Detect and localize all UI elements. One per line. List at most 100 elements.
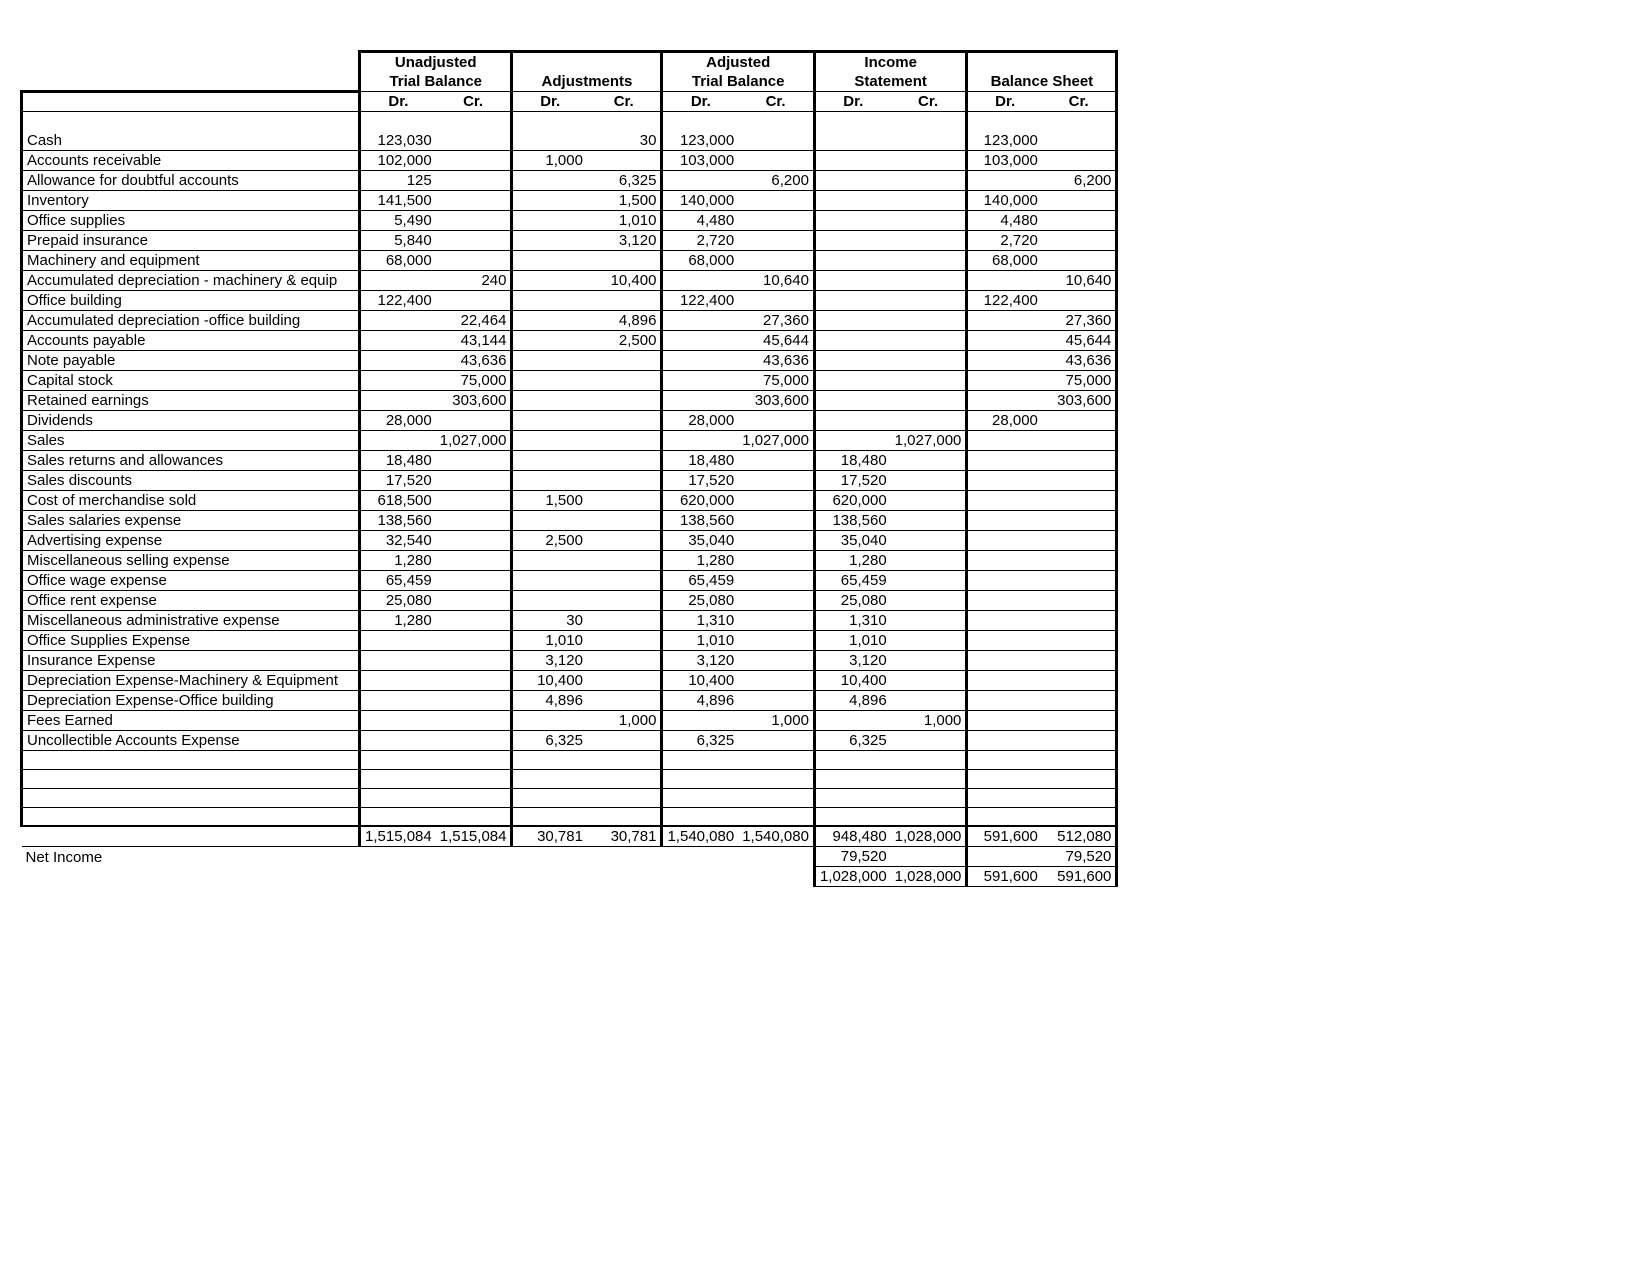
cell (360, 690, 436, 710)
cell: 4,896 (587, 310, 662, 330)
cell (1042, 630, 1117, 650)
cell: 18,480 (360, 450, 436, 470)
cell (738, 290, 814, 310)
cell (360, 350, 436, 370)
cell: 1,000 (587, 710, 662, 730)
cell (512, 769, 587, 788)
cell (1042, 610, 1117, 630)
cell: 2,720 (662, 230, 738, 250)
account-label: Fees Earned (22, 710, 360, 730)
cell: 123,000 (967, 131, 1042, 151)
net-income-row: Net Income 79,520 79,520 (22, 847, 1117, 867)
cell (967, 530, 1042, 550)
cell (1042, 570, 1117, 590)
cell: 45,644 (738, 330, 814, 350)
cell: 1,500 (587, 190, 662, 210)
cell (360, 310, 436, 330)
cell (436, 170, 512, 190)
cell (587, 807, 662, 826)
cell (1042, 290, 1117, 310)
account-label: Capital stock (22, 370, 360, 390)
cell: 6,325 (512, 730, 587, 750)
table-row: Sales returns and allowances18,48018,480… (22, 450, 1117, 470)
cell (436, 230, 512, 250)
cell: 6,325 (587, 170, 662, 190)
cell: 2,720 (967, 230, 1042, 250)
cell (967, 350, 1042, 370)
cell (967, 769, 1042, 788)
cell (814, 190, 890, 210)
cell (436, 250, 512, 270)
cell (512, 310, 587, 330)
cell (587, 630, 662, 650)
cell (587, 450, 662, 470)
cell (360, 670, 436, 690)
cell (814, 270, 890, 290)
table-row: Miscellaneous selling expense1,2801,2801… (22, 550, 1117, 570)
cell (814, 750, 890, 769)
table-row (22, 788, 1117, 807)
cell: 123,030 (360, 131, 436, 151)
cell: 5,490 (360, 210, 436, 230)
cell: 1,010 (587, 210, 662, 230)
cell (587, 530, 662, 550)
table-row: Cash123,03030123,000123,000 (22, 131, 1117, 151)
cell (814, 250, 890, 270)
table-row: Sales salaries expense138,560138,560138,… (22, 510, 1117, 530)
cell: 303,600 (1042, 390, 1117, 410)
cell (891, 170, 967, 190)
cell (967, 788, 1042, 807)
cell (814, 370, 890, 390)
cell (360, 630, 436, 650)
cell: 1,280 (814, 550, 890, 570)
cell (1042, 710, 1117, 730)
account-label: Retained earnings (22, 390, 360, 410)
table-row: Depreciation Expense-Office building4,89… (22, 690, 1117, 710)
cell (1042, 470, 1117, 490)
cell (436, 590, 512, 610)
cell (891, 750, 967, 769)
cell (1042, 210, 1117, 230)
cell (587, 470, 662, 490)
cell: 18,480 (814, 450, 890, 470)
cell (436, 710, 512, 730)
cell (814, 350, 890, 370)
cell: 6,200 (1042, 170, 1117, 190)
cell: 3,120 (587, 230, 662, 250)
cell (891, 350, 967, 370)
table-row: Office supplies5,4901,0104,4804,480 (22, 210, 1117, 230)
cell (814, 230, 890, 250)
final-row: 1,028,000 1,028,000 591,600 591,600 (22, 867, 1117, 887)
table-row: Miscellaneous administrative expense1,28… (22, 610, 1117, 630)
account-label: Office building (22, 290, 360, 310)
cell (738, 210, 814, 230)
hdr-adjusted-2: Trial Balance (662, 72, 814, 92)
cell: 1,027,000 (891, 430, 967, 450)
cell (814, 150, 890, 170)
cell: 123,000 (662, 131, 738, 151)
cell (738, 150, 814, 170)
cell (1042, 230, 1117, 250)
cell (360, 769, 436, 788)
cell (891, 330, 967, 350)
cell: 303,600 (738, 390, 814, 410)
cell (587, 570, 662, 590)
cell (891, 590, 967, 610)
cell (436, 290, 512, 310)
account-label: Office Supplies Expense (22, 630, 360, 650)
cell: 303,600 (436, 390, 512, 410)
cell (436, 690, 512, 710)
cell (967, 430, 1042, 450)
cell (436, 450, 512, 470)
cell (891, 530, 967, 550)
cell (662, 390, 738, 410)
hdr-income-2: Statement (814, 72, 966, 92)
cell (814, 131, 890, 151)
cell: 65,459 (662, 570, 738, 590)
cell: 43,636 (436, 350, 512, 370)
cell (587, 550, 662, 570)
table-row: Insurance Expense3,1203,1203,120 (22, 650, 1117, 670)
cell (436, 190, 512, 210)
cell: 122,400 (360, 290, 436, 310)
cell (662, 310, 738, 330)
